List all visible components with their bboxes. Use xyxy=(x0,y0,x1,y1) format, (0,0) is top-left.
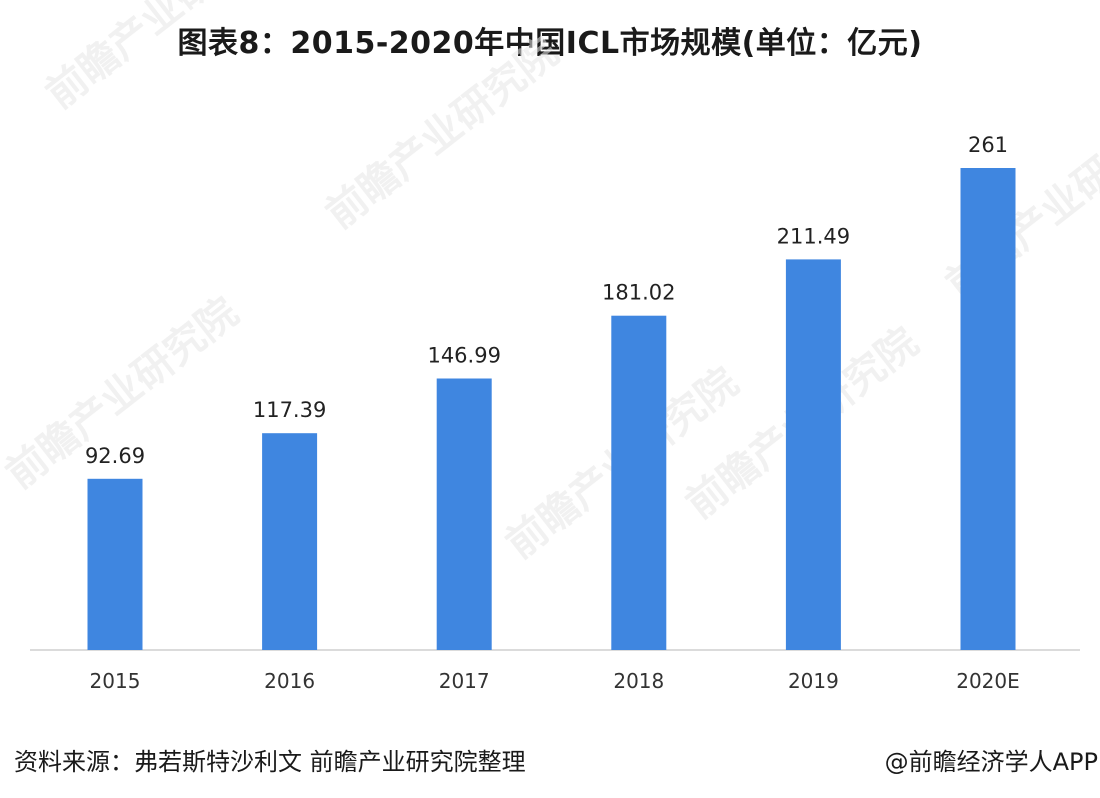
x-tick-label: 2016 xyxy=(264,669,315,693)
x-tick-labels-group: 2015 2016 2017 2018 2019 2020E xyxy=(90,669,1020,693)
value-labels-group: 92.69 117.39 146.99 181.02 211.49 261 xyxy=(85,133,1008,468)
bars-group xyxy=(87,168,1016,650)
x-tick-label: 2019 xyxy=(788,669,839,693)
bar-2017 xyxy=(436,378,492,650)
value-label: 146.99 xyxy=(427,344,500,368)
x-tick-label: 2017 xyxy=(439,669,490,693)
footer: 资料来源：弗若斯特沙利文 前瞻产业研究院整理 @前瞻经济学人APP xyxy=(14,742,1100,778)
value-label: 181.02 xyxy=(602,281,675,305)
value-label: 92.69 xyxy=(85,444,145,468)
bar-2016 xyxy=(262,433,318,650)
x-tick-label: 2020E xyxy=(956,669,1020,693)
value-label: 261 xyxy=(968,133,1008,157)
x-tick-label: 2015 xyxy=(90,669,141,693)
bar-2015 xyxy=(87,478,143,650)
bar-2018 xyxy=(611,315,667,650)
watermark-text: 前瞻产业研究院 xyxy=(318,29,567,238)
value-label: 117.39 xyxy=(253,398,326,422)
credit-note: @前瞻经济学人APP xyxy=(884,748,1098,776)
watermark-layer: 前瞻产业研究院前瞻产业研究院前瞻产业研究院前瞻产业研究院前瞻产业研究院前瞻产业研… xyxy=(0,0,1100,568)
bar-2019 xyxy=(785,259,841,650)
chart-title: 图表8：2015-2020年中国ICL市场规模(单位：亿元) xyxy=(177,26,923,61)
source-note: 资料来源：弗若斯特沙利文 前瞻产业研究院整理 xyxy=(14,748,526,776)
x-tick-label: 2018 xyxy=(613,669,664,693)
value-label: 211.49 xyxy=(777,224,850,248)
bar-chart: 前瞻产业研究院前瞻产业研究院前瞻产业研究院前瞻产业研究院前瞻产业研究院前瞻产业研… xyxy=(0,0,1100,693)
watermark-text: 前瞻产业研究院 xyxy=(38,0,287,118)
bar-2020E xyxy=(960,168,1016,650)
